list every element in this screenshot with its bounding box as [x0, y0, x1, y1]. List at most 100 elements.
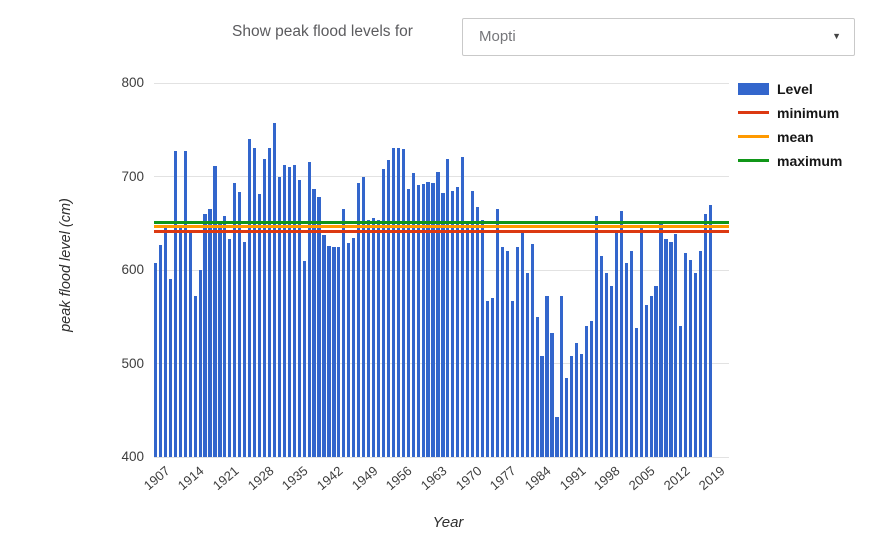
bar-1957[interactable] — [401, 149, 405, 457]
bar-1944[interactable] — [337, 246, 341, 457]
bar-2018[interactable] — [704, 213, 708, 457]
bar-1919[interactable] — [213, 166, 217, 457]
bar-1918[interactable] — [208, 209, 212, 457]
station-dropdown[interactable]: Mopti ▼ — [462, 18, 855, 56]
bar-1997[interactable] — [599, 255, 604, 457]
bar-1966[interactable] — [446, 158, 450, 457]
bar-1956[interactable] — [396, 147, 400, 457]
bar-2005[interactable] — [639, 226, 643, 457]
bar-1977[interactable] — [500, 246, 504, 457]
bar-1907[interactable] — [153, 263, 158, 457]
bar-1911[interactable] — [173, 151, 177, 457]
bar-1914[interactable] — [188, 232, 192, 457]
bar-1954[interactable] — [386, 159, 391, 457]
bar-1921[interactable] — [223, 215, 227, 457]
bar-1978[interactable] — [505, 251, 509, 457]
bar-1964[interactable] — [436, 171, 440, 457]
bar-1916[interactable] — [198, 270, 202, 457]
bar-2002[interactable] — [624, 262, 628, 457]
bar-1942[interactable] — [327, 245, 331, 457]
bar-1999[interactable] — [609, 285, 614, 457]
bar-1948[interactable] — [357, 183, 361, 457]
bar-1998[interactable] — [604, 272, 609, 457]
bar-1965[interactable] — [441, 193, 445, 457]
bar-1975[interactable] — [490, 298, 495, 457]
bar-2000[interactable] — [614, 229, 618, 457]
bar-1931[interactable] — [272, 123, 277, 457]
bar-1953[interactable] — [381, 169, 386, 457]
bar-1950[interactable] — [367, 219, 371, 457]
bar-1976[interactable] — [495, 209, 500, 457]
bar-2017[interactable] — [699, 251, 703, 457]
bar-1952[interactable] — [376, 220, 381, 457]
bar-1943[interactable] — [332, 246, 336, 457]
bar-2011[interactable] — [669, 241, 673, 457]
bar-1920[interactable] — [218, 222, 222, 457]
bar-1908[interactable] — [158, 244, 163, 457]
bar-1994[interactable] — [585, 326, 589, 457]
bar-1982[interactable] — [525, 272, 529, 457]
bar-1951[interactable] — [371, 217, 376, 457]
bar-2012[interactable] — [674, 234, 678, 457]
bar-1923[interactable] — [233, 183, 237, 457]
bar-2013[interactable] — [679, 326, 683, 457]
bar-1983[interactable] — [530, 243, 534, 457]
bar-1925[interactable] — [243, 241, 247, 457]
bar-2015[interactable] — [689, 259, 693, 457]
bar-2008[interactable] — [654, 285, 658, 457]
bar-1939[interactable] — [312, 188, 316, 457]
bar-1985[interactable] — [540, 356, 544, 457]
bar-2001[interactable] — [619, 211, 623, 457]
bar-1934[interactable] — [287, 167, 291, 457]
bar-1910[interactable] — [168, 279, 172, 457]
bar-1912[interactable] — [178, 227, 182, 457]
bar-1969[interactable] — [461, 156, 465, 457]
bar-2006[interactable] — [644, 304, 648, 457]
bar-1988[interactable] — [555, 416, 559, 457]
bar-1947[interactable] — [352, 238, 356, 457]
bar-1930[interactable] — [267, 147, 272, 457]
bar-1960[interactable] — [416, 184, 420, 457]
bar-1922[interactable] — [228, 239, 232, 457]
bar-2016[interactable] — [694, 272, 698, 457]
bar-1915[interactable] — [193, 296, 197, 457]
bar-2019[interactable] — [708, 204, 713, 457]
bar-1993[interactable] — [580, 354, 584, 457]
bar-1996[interactable] — [594, 215, 599, 457]
bar-1962[interactable] — [426, 182, 430, 457]
bar-1980[interactable] — [515, 246, 519, 457]
bar-1981[interactable] — [520, 232, 524, 457]
bar-1984[interactable] — [535, 316, 539, 457]
bar-2014[interactable] — [684, 253, 688, 457]
bar-1992[interactable] — [575, 342, 579, 457]
bar-2007[interactable] — [649, 296, 653, 457]
bar-1968[interactable] — [456, 186, 460, 457]
bar-1941[interactable] — [322, 235, 326, 457]
bar-1961[interactable] — [421, 183, 425, 457]
bar-1938[interactable] — [307, 161, 311, 457]
bar-1990[interactable] — [565, 378, 569, 457]
bar-1913[interactable] — [183, 151, 187, 457]
bar-1917[interactable] — [203, 213, 207, 457]
bar-1937[interactable] — [302, 260, 306, 457]
bar-2003[interactable] — [629, 251, 633, 457]
bar-1974[interactable] — [485, 300, 490, 457]
bar-1955[interactable] — [391, 148, 395, 457]
bar-1929[interactable] — [262, 158, 267, 457]
bar-1970[interactable] — [466, 221, 470, 457]
bar-1991[interactable] — [570, 356, 574, 457]
bar-2009[interactable] — [659, 223, 663, 457]
bar-1926[interactable] — [248, 139, 252, 457]
bar-1958[interactable] — [406, 188, 410, 457]
bar-1986[interactable] — [545, 296, 549, 457]
bar-1972[interactable] — [476, 207, 480, 457]
bar-1946[interactable] — [347, 242, 351, 457]
bar-1936[interactable] — [297, 180, 301, 457]
bar-1967[interactable] — [451, 190, 455, 457]
bar-1989[interactable] — [560, 296, 564, 457]
bar-1927[interactable] — [253, 148, 257, 457]
bar-1928[interactable] — [257, 194, 262, 457]
bar-1987[interactable] — [550, 332, 554, 457]
bar-2010[interactable] — [664, 239, 668, 457]
bar-2004[interactable] — [634, 327, 638, 457]
